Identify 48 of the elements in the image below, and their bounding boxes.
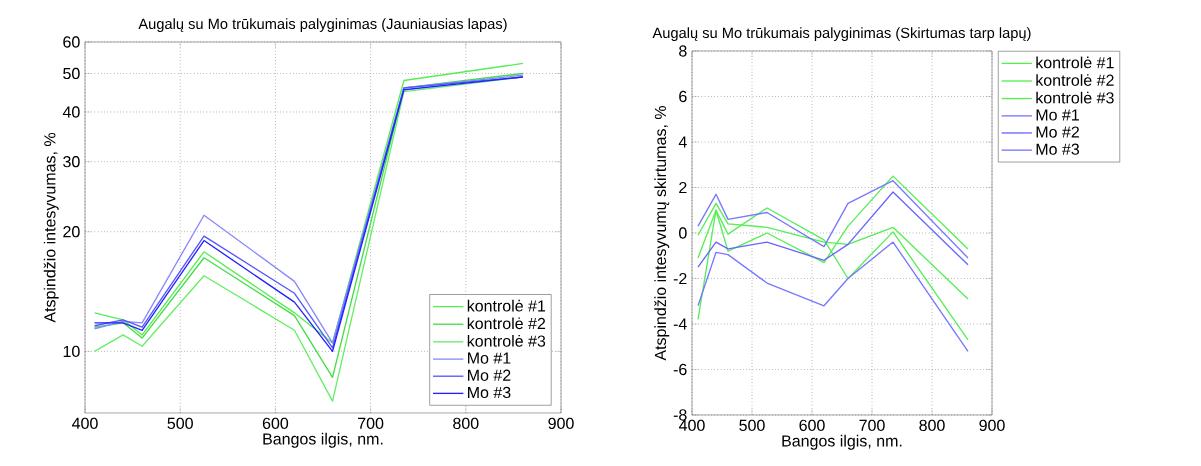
y-tick-label: 2 xyxy=(679,181,687,194)
x-tick-label: 700 xyxy=(358,417,384,430)
legend-label: Mo #2 xyxy=(468,369,511,381)
y-tick-label: 50 xyxy=(63,67,80,80)
y-tick-label: 8 xyxy=(679,45,687,57)
x-axis-title: Bangos ilgis, nm. xyxy=(263,432,383,448)
x-tick-label: 400 xyxy=(72,417,98,430)
y-tick-label: -4 xyxy=(673,318,687,330)
legend-label: kontrolė #2 xyxy=(1036,74,1114,86)
y-tick-label: 60 xyxy=(63,36,80,48)
legend-label: kontrolė #1 xyxy=(1036,56,1114,69)
x-tick-label: 800 xyxy=(919,419,945,432)
y-tick-label: 4 xyxy=(678,136,687,148)
legend-label: Mo #3 xyxy=(468,386,511,399)
legend-label: kontrolė #1 xyxy=(467,299,546,312)
x-tick-label: 700 xyxy=(859,419,885,432)
y-axis-title: Atspindžio intesyvumas, % xyxy=(43,132,59,323)
y-tick-label: 0 xyxy=(679,227,687,239)
y-tick-label: 6 xyxy=(679,90,687,103)
chart-title: Augalų su Mo trūkumais palyginimas (Skirtumas tarp lapų) xyxy=(652,27,1031,41)
y-tick-label: 40 xyxy=(62,106,80,118)
x-axis-title: Bangos ilgis, nm. xyxy=(782,434,902,450)
x-tick-label: 900 xyxy=(548,417,574,430)
y-tick-label: 10 xyxy=(63,345,80,358)
x-tick-label: 500 xyxy=(167,417,193,430)
y-tick-label: 20 xyxy=(63,226,80,238)
line-series xyxy=(697,191,969,268)
line-series xyxy=(697,180,969,259)
legend-label: Mo #3 xyxy=(1036,143,1080,155)
y-tick-label: 30 xyxy=(63,156,80,168)
legend-label: Mo #1 xyxy=(1036,109,1079,121)
x-tick-label: 800 xyxy=(453,417,479,430)
legend-label: kontrolė #2 xyxy=(467,317,546,330)
line-series xyxy=(697,241,969,352)
chart-title: Augalų su Mo trūkumais palyginimas (Jauniausias lapas) xyxy=(138,18,507,32)
legend-label: kontrolė #3 xyxy=(467,335,546,347)
x-tick-label: 500 xyxy=(739,419,765,432)
y-tick-label: -2 xyxy=(673,272,687,285)
x-tick-label: 400 xyxy=(679,419,705,432)
legend-label: Mo #1 xyxy=(468,352,511,364)
y-tick-label: -8 xyxy=(673,409,687,421)
legend-label: kontrolė #3 xyxy=(1036,91,1114,104)
y-axis-title: Atspindžio intesyvumų skirtumas, % xyxy=(654,105,670,361)
x-tick-label: 900 xyxy=(979,419,1005,432)
x-tick-label: 600 xyxy=(262,417,289,430)
y-tick-label: -6 xyxy=(673,363,687,376)
legend-label: Mo #2 xyxy=(1036,126,1079,138)
x-tick-label: 600 xyxy=(799,419,825,432)
